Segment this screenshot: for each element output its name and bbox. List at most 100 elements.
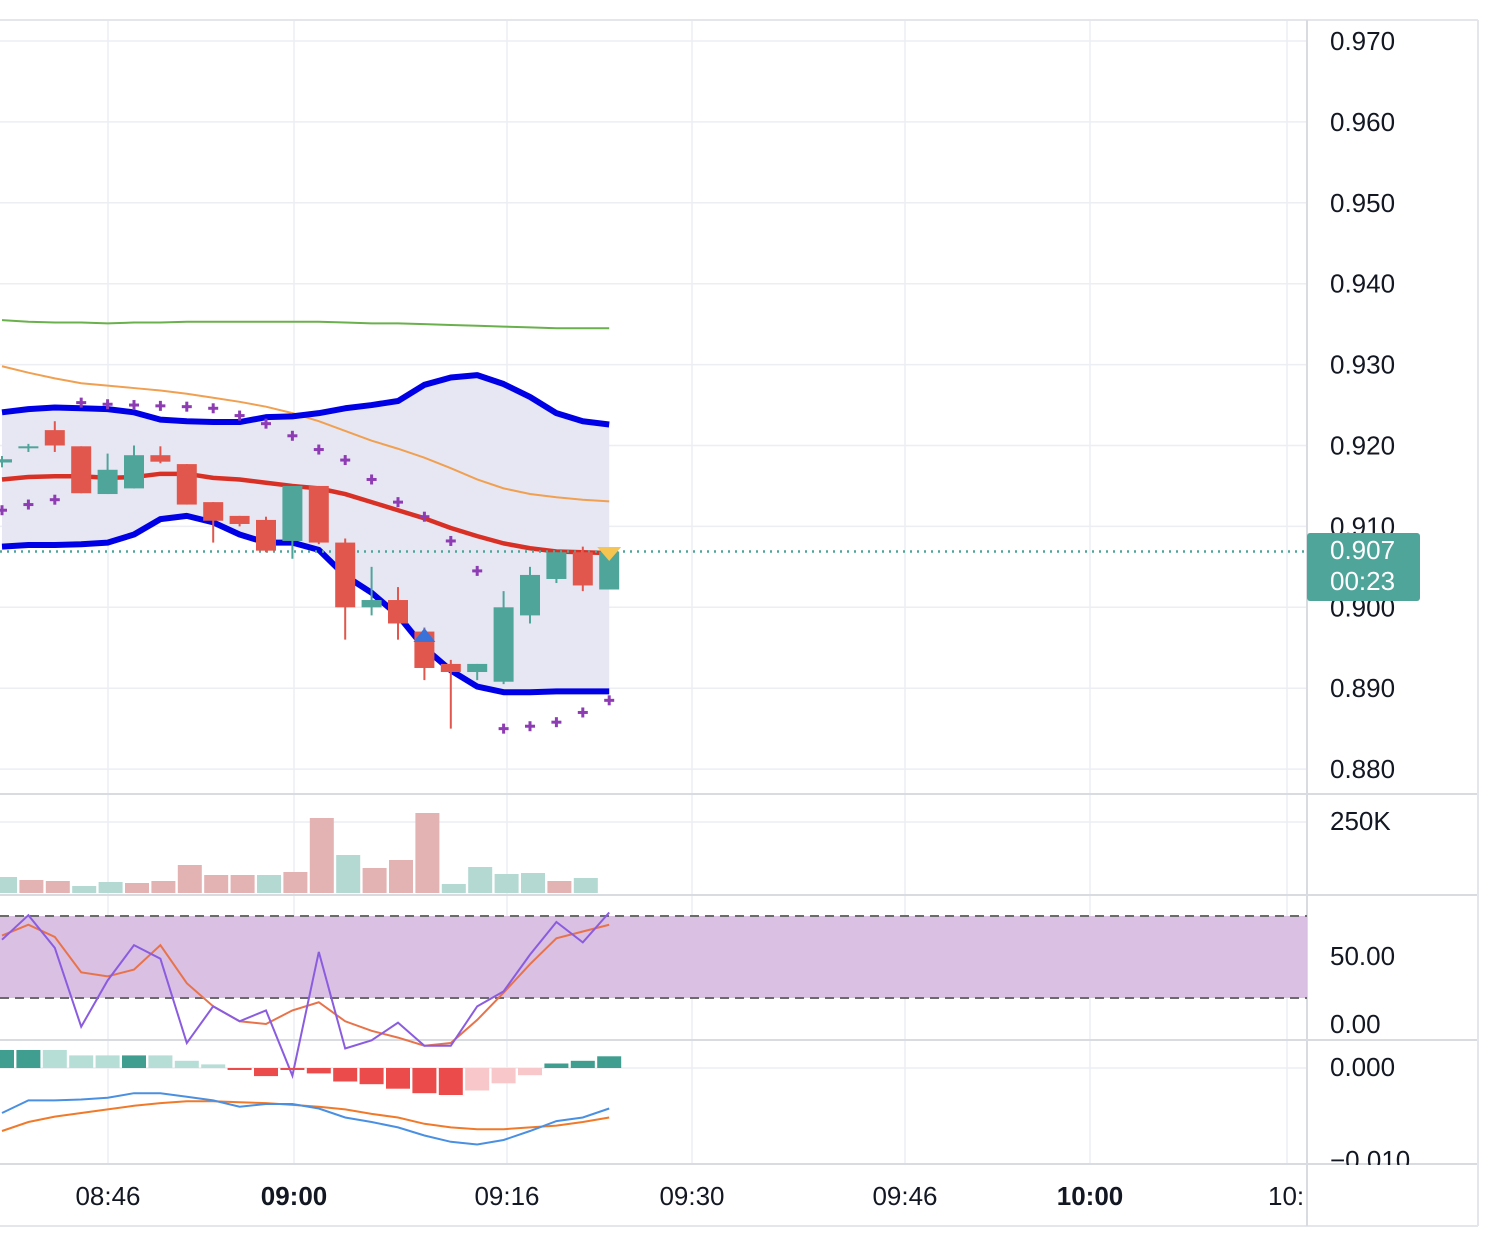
- sar-dot: [181, 401, 192, 412]
- time-tick-label: 09:00: [261, 1181, 328, 1211]
- sar-dot: [0, 505, 7, 516]
- candle-body[interactable]: [150, 455, 171, 462]
- candle-body[interactable]: [176, 464, 197, 505]
- candle-body[interactable]: [599, 551, 620, 590]
- time-tick-label: 09:46: [872, 1181, 937, 1211]
- bollinger-upper-line: [1, 372, 610, 428]
- macd-pane[interactable]: [0, 1050, 622, 1146]
- volume-bar: [309, 818, 334, 893]
- candle[interactable]: [440, 659, 461, 729]
- sar-dot: [23, 499, 34, 510]
- volume-bar: [521, 873, 545, 893]
- candle[interactable]: [256, 516, 276, 553]
- candle[interactable]: [493, 591, 514, 685]
- sar-dot: [498, 723, 509, 734]
- time-axis[interactable]: 08:46 09:00 09:16 09:30 09:46 10:00 10:: [75, 1181, 1304, 1211]
- candle[interactable]: [335, 538, 356, 640]
- candle-body[interactable]: [520, 574, 540, 616]
- sell-signal-marker: [597, 547, 622, 561]
- candle-body[interactable]: [493, 607, 514, 682]
- candle-body[interactable]: [467, 663, 488, 673]
- price-axis[interactable]: 0.9700.9600.9500.9400.9300.9200.9100.900…: [1309, 26, 1477, 1175]
- candle-body[interactable]: [203, 502, 224, 521]
- candle[interactable]: [282, 485, 303, 559]
- volume-bar: [494, 874, 519, 893]
- candle[interactable]: [520, 566, 540, 624]
- candle[interactable]: [546, 552, 567, 584]
- sar-dot: [551, 717, 562, 728]
- candle[interactable]: [467, 663, 488, 681]
- candle-body[interactable]: [440, 663, 461, 673]
- macd-histogram-bar: [359, 1068, 384, 1085]
- macd-histogram-bar: [386, 1068, 410, 1089]
- macd-histogram-bar: [69, 1055, 94, 1068]
- macd-histogram-bar: [122, 1055, 146, 1068]
- candle[interactable]: [97, 453, 118, 495]
- sar-dot: [261, 418, 271, 429]
- sar-dot: [472, 565, 483, 576]
- candle-body[interactable]: [308, 485, 329, 543]
- candle[interactable]: [572, 546, 593, 592]
- stochastic-pane[interactable]: [0, 911, 1307, 1080]
- volume-bar: [283, 872, 308, 893]
- price-tick-label: 0.960: [1330, 107, 1395, 137]
- candle-body[interactable]: [572, 552, 593, 586]
- candle[interactable]: [44, 421, 65, 452]
- volume-bar: [72, 886, 97, 893]
- macd-histogram-bar: [148, 1055, 173, 1068]
- candle-body[interactable]: [282, 485, 303, 541]
- candle-body[interactable]: [335, 542, 356, 608]
- volume-pane[interactable]: [0, 813, 598, 893]
- price-tick-label: 0.930: [1330, 350, 1395, 380]
- macd-histogram-bar: [465, 1068, 490, 1091]
- macd-histogram-bar: [518, 1068, 542, 1076]
- candle[interactable]: [18, 443, 39, 452]
- price-tick-label: 0.970: [1330, 26, 1395, 56]
- sar-dot: [155, 400, 166, 411]
- candle-body[interactable]: [18, 446, 39, 449]
- sar-dot: [76, 397, 87, 408]
- sar-dot: [525, 721, 535, 732]
- candle-body[interactable]: [0, 459, 12, 463]
- candle[interactable]: [176, 464, 197, 505]
- time-tick-label: 09:16: [474, 1181, 539, 1211]
- candle[interactable]: [150, 446, 171, 464]
- candle-body[interactable]: [124, 455, 144, 489]
- stochastic-d-line: [1, 923, 610, 1047]
- bollinger-fill: [2, 375, 610, 693]
- candle[interactable]: [203, 502, 224, 543]
- sar-dot: [419, 511, 430, 522]
- macd-histogram-bar: [201, 1064, 226, 1068]
- candle-body[interactable]: [256, 519, 276, 551]
- candle-body[interactable]: [361, 600, 382, 608]
- price-pane[interactable]: [0, 319, 1307, 734]
- time-tick-label: 10:: [1268, 1181, 1304, 1211]
- candle-body[interactable]: [97, 469, 118, 495]
- macd-histogram-bar: [333, 1068, 358, 1082]
- macd-tick-label: 0.000: [1330, 1052, 1395, 1082]
- sar-dot: [234, 410, 245, 421]
- candle-body[interactable]: [229, 515, 250, 524]
- candle-body[interactable]: [546, 552, 567, 579]
- volume-bar: [362, 868, 387, 893]
- macd-histogram-bar: [95, 1055, 120, 1068]
- price-tick-label: 0.920: [1330, 431, 1395, 461]
- sar-dot: [313, 444, 324, 455]
- candle[interactable]: [71, 446, 92, 494]
- sar-dot: [49, 494, 60, 505]
- candle-body[interactable]: [388, 600, 408, 624]
- macd-histogram-bar: [306, 1068, 331, 1074]
- candle-body[interactable]: [44, 430, 65, 446]
- oscillator-tick-label: 0.00: [1330, 1009, 1381, 1039]
- candle[interactable]: [308, 485, 329, 545]
- candle[interactable]: [229, 515, 250, 527]
- candle-body[interactable]: [71, 446, 92, 494]
- candle[interactable]: [0, 456, 12, 468]
- volume-bar: [468, 867, 493, 893]
- candle[interactable]: [361, 566, 382, 616]
- candle[interactable]: [388, 587, 408, 640]
- macd-histogram-bar: [16, 1050, 41, 1068]
- candle[interactable]: [124, 445, 144, 489]
